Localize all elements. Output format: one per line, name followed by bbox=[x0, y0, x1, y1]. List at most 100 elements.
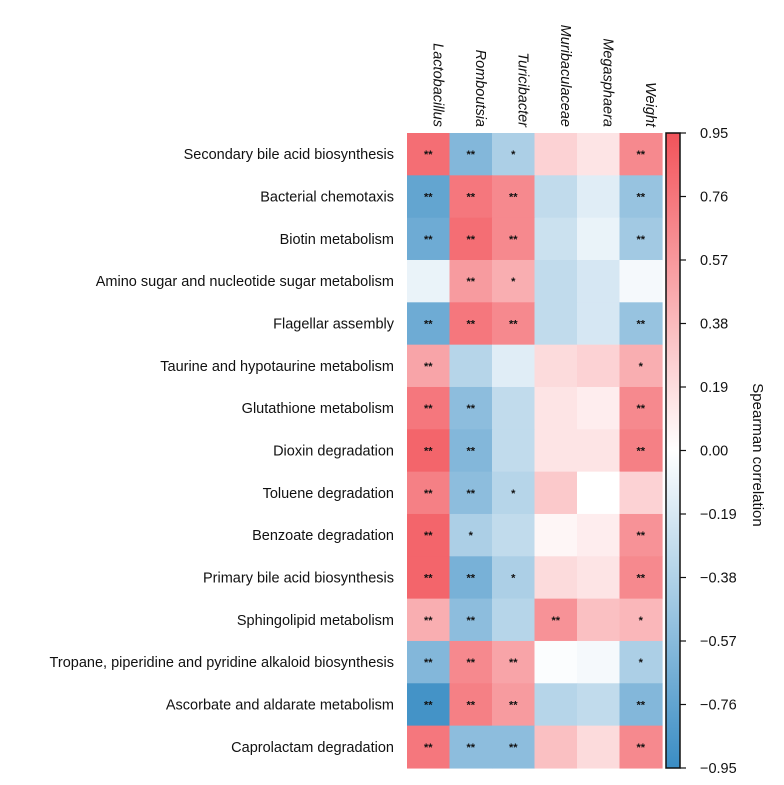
row-label: Secondary bile acid biosynthesis bbox=[184, 147, 394, 163]
heatmap-cell bbox=[577, 513, 621, 557]
heatmap-cell bbox=[449, 598, 493, 642]
row-label: Bacterial chemotaxis bbox=[260, 189, 394, 205]
heatmap-cell bbox=[619, 598, 663, 642]
significance-mark: ** bbox=[466, 445, 475, 457]
significance-mark: ** bbox=[466, 191, 475, 203]
heatmap-cell bbox=[619, 725, 663, 769]
heatmap-cell bbox=[619, 133, 663, 176]
heatmap-cell bbox=[577, 683, 621, 727]
heatmap-cell bbox=[534, 513, 578, 557]
significance-mark: ** bbox=[509, 234, 518, 246]
heatmap-cell bbox=[577, 598, 621, 642]
significance-mark: ** bbox=[636, 149, 645, 161]
significance-mark: * bbox=[511, 572, 516, 584]
significance-mark: * bbox=[469, 530, 474, 542]
significance-mark: ** bbox=[466, 276, 475, 288]
colorbar-tick-label: −0.19 bbox=[700, 507, 737, 523]
significance-mark: ** bbox=[466, 572, 475, 584]
significance-mark: ** bbox=[636, 191, 645, 203]
colorbar-tick-label: −0.57 bbox=[700, 634, 737, 650]
significance-mark: ** bbox=[636, 699, 645, 711]
significance-mark: ** bbox=[636, 445, 645, 457]
significance-mark: * bbox=[639, 361, 644, 373]
significance-mark: ** bbox=[636, 318, 645, 330]
significance-mark: * bbox=[511, 149, 516, 161]
column-labels: Lactobacillus Romboutsia Turicibacter Murib… bbox=[429, 25, 658, 129]
heatmap-cell bbox=[619, 386, 663, 430]
heatmap-cell bbox=[577, 386, 621, 430]
heatmap-cell bbox=[492, 386, 536, 430]
heatmap-cell bbox=[577, 556, 621, 600]
heatmap-cell bbox=[619, 640, 663, 684]
heatmap-cell bbox=[619, 259, 663, 303]
heatmap-cell bbox=[619, 556, 663, 600]
heatmap-cell bbox=[619, 217, 663, 261]
column-label: Turicibacter bbox=[514, 52, 530, 128]
significance-mark: ** bbox=[509, 742, 518, 754]
significance-mark: ** bbox=[509, 657, 518, 669]
significance-mark: ** bbox=[424, 403, 433, 415]
colorbar-tick-label: 0.38 bbox=[700, 317, 728, 333]
heatmap-cell bbox=[577, 344, 621, 388]
column-label: Megasphaera bbox=[599, 38, 615, 127]
heatmap-cell bbox=[449, 386, 493, 430]
colorbar-gradient bbox=[665, 132, 681, 769]
heatmap-cell bbox=[449, 683, 493, 727]
heatmap-cell bbox=[577, 640, 621, 684]
heatmap-cell bbox=[577, 471, 621, 515]
heatmap-cell bbox=[619, 175, 663, 219]
heatmap-cell bbox=[407, 386, 451, 430]
heatmap-cell bbox=[534, 386, 578, 430]
significance-mark: * bbox=[511, 488, 516, 500]
heatmap-cell bbox=[577, 217, 621, 261]
colorbar-tick-label: 0.95 bbox=[700, 126, 728, 142]
row-label: Benzoate degradation bbox=[252, 528, 394, 544]
significance-mark: ** bbox=[466, 657, 475, 669]
significance-mark: ** bbox=[424, 361, 433, 373]
colorbar: 0.95 0.76 0.57 0.38 0.19 0.00 −0.19 −0.38 −0.57 −… bbox=[665, 126, 766, 777]
significance-mark: ** bbox=[466, 403, 475, 415]
heatmap-cell bbox=[534, 640, 578, 684]
significance-mark: ** bbox=[424, 742, 433, 754]
heatmap-cell bbox=[534, 683, 578, 727]
colorbar-ticks: 0.95 0.76 0.57 0.38 0.19 0.00 −0.19 −0.38 −0.57 −… bbox=[680, 126, 737, 777]
significance-mark: ** bbox=[636, 403, 645, 415]
colorbar-tick-label: 0.00 bbox=[700, 444, 728, 460]
heatmap-cell bbox=[619, 302, 663, 346]
colorbar-tick-label: −0.38 bbox=[700, 571, 737, 587]
heatmap-cell bbox=[492, 598, 536, 642]
heatmap-cell bbox=[492, 175, 536, 219]
heatmap-cell bbox=[492, 133, 536, 176]
significance-mark: ** bbox=[424, 657, 433, 669]
heatmap-cell bbox=[492, 513, 536, 557]
row-label: Taurine and hypotaurine metabolism bbox=[160, 359, 394, 375]
row-label: Sphingolipid metabolism bbox=[237, 613, 394, 629]
heatmap-cell bbox=[407, 640, 451, 684]
significance-mark: ** bbox=[636, 742, 645, 754]
column-label: Romboutsia bbox=[472, 50, 488, 127]
significance-mark: ** bbox=[509, 699, 518, 711]
heatmap-cell bbox=[407, 344, 451, 388]
heatmap-cell bbox=[407, 725, 451, 769]
heatmap-cell bbox=[449, 640, 493, 684]
significance-mark: ** bbox=[636, 234, 645, 246]
heatmap-cell bbox=[407, 556, 451, 600]
colorbar-tick-label: 0.57 bbox=[700, 253, 728, 269]
significance-mark: * bbox=[639, 657, 644, 669]
significance-mark: ** bbox=[424, 530, 433, 542]
heatmap-cell bbox=[492, 640, 536, 684]
significance-mark: ** bbox=[424, 488, 433, 500]
significance-marks: ** ** * **** ** ** **** ** ** **** *** ** ** **** *** *… bbox=[424, 149, 646, 754]
significance-mark: ** bbox=[424, 445, 433, 457]
row-label: Dioxin degradation bbox=[273, 443, 394, 459]
heatmap-cell bbox=[492, 259, 536, 303]
heatmap-cell bbox=[407, 217, 451, 261]
significance-mark: ** bbox=[466, 318, 475, 330]
colorbar-tick-label: 0.19 bbox=[700, 380, 728, 396]
row-label: Biotin metabolism bbox=[280, 232, 394, 248]
significance-mark: * bbox=[639, 615, 644, 627]
heatmap-cell bbox=[492, 725, 536, 769]
heatmap-cell bbox=[407, 598, 451, 642]
significance-mark: ** bbox=[466, 234, 475, 246]
row-label: Ascorbate and aldarate metabolism bbox=[166, 697, 394, 713]
